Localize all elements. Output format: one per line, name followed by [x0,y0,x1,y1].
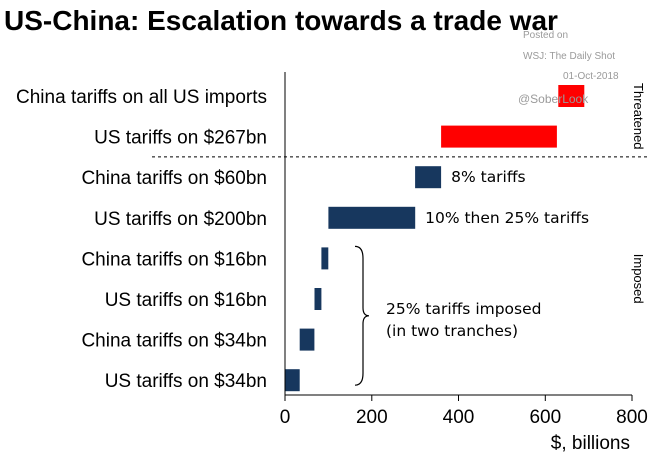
bar-5 [314,288,322,310]
watermark-posted-on: Posted on [523,30,568,41]
bar-6 [299,328,315,351]
x-tick-label-1: 200 [356,407,388,428]
annotation-0: 8% tariffs [451,168,526,186]
x-axis-label: $, billions [551,433,630,454]
bars [285,85,585,392]
annotation-2-line-1: (in two tranches) [386,322,518,340]
x-tick-label-4: 800 [616,407,648,428]
bar-3 [328,206,416,229]
watermark-source: WSJ: The Daily Shot [523,51,615,62]
category-label-1: US tariffs on $267bn [94,128,267,149]
x-ticks: 0 200 400 600 800 [280,395,648,428]
annotation-brace [354,245,370,386]
bar-1 [441,125,557,148]
chart-title: US-China: Escalation towards a trade war [4,5,558,36]
x-tick-label-2: 400 [443,407,475,428]
bar-0 [558,85,585,107]
x-tick-label-0: 0 [280,407,291,428]
category-label-3: US tariffs on $200bn [94,209,267,230]
category-label-0: China tariffs on all US imports [16,87,267,108]
category-label-7: US tariffs on $34bn [105,371,267,392]
annotation-1: 10% then 25% tariffs [425,209,589,227]
bar-2 [415,166,442,189]
annotation-2-line-0: 25% tariffs imposed [386,300,542,318]
group-labels: Threatened Imposed [631,83,646,304]
category-label-4: China tariffs on $16bn [81,249,267,270]
category-labels: China tariffs on all US imports US tariff… [16,87,267,392]
annotations: 8% tariffs 10% then 25% tariffs 25% tariff… [354,168,589,386]
category-label-5: US tariffs on $16bn [105,290,267,311]
category-label-2: China tariffs on $60bn [81,168,267,189]
group-label-1: Imposed [631,254,646,304]
watermark-handle: @SoberLook [518,92,589,106]
group-label-0: Threatened [631,83,646,150]
bar-7 [285,369,300,392]
x-tick-label-3: 600 [529,407,561,428]
bar-4 [321,247,329,270]
category-label-6: China tariffs on $34bn [81,331,267,352]
watermark-date: 01-Oct-2018 [563,71,619,82]
